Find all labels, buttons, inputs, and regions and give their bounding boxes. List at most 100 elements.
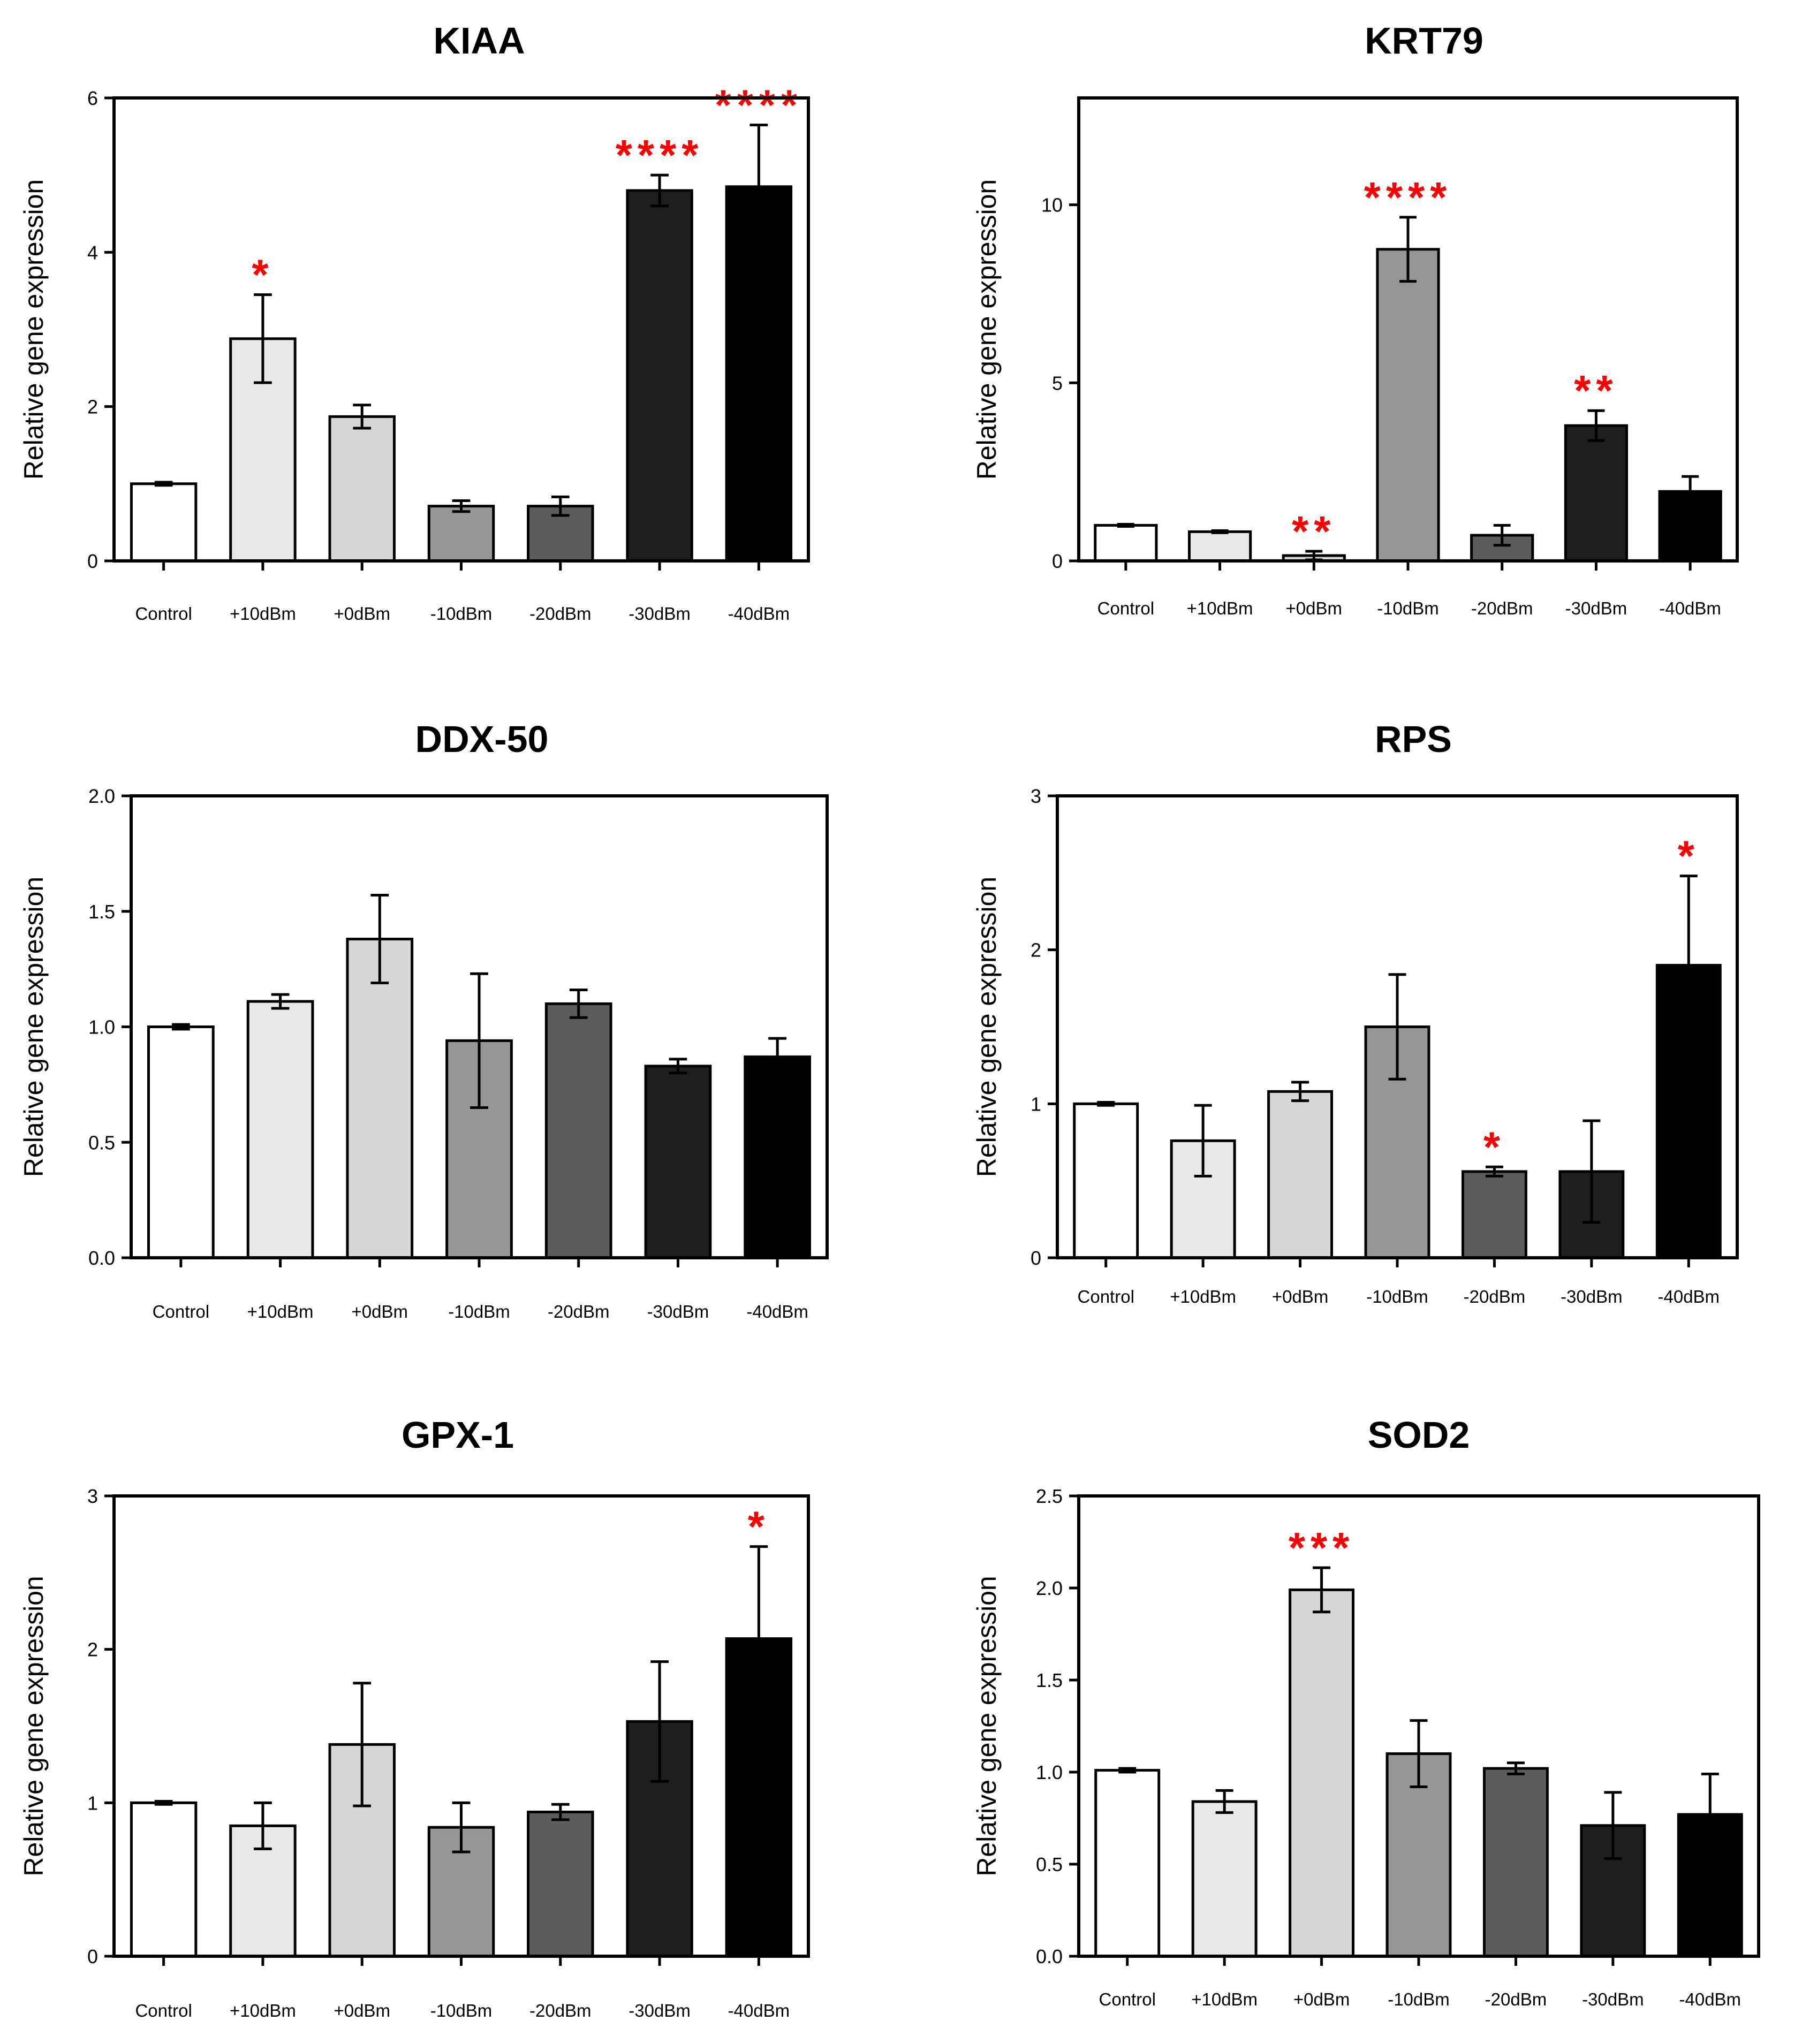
significance-marker: **** — [1364, 173, 1452, 221]
error-bar — [171, 1023, 190, 1031]
plot-frame — [1077, 1494, 1760, 1958]
error-bar — [1410, 1719, 1428, 1789]
y-tick-label: 0.5 — [88, 1131, 115, 1153]
x-tick-label: -20dBm — [548, 1302, 610, 1321]
bar — [644, 1065, 712, 1259]
error-bar — [271, 993, 290, 1010]
chart-title: GPX-1 — [402, 1414, 514, 1456]
error-bar — [1215, 1789, 1233, 1814]
bar — [427, 505, 495, 563]
x-tick-label: +10dBm — [230, 2001, 296, 2020]
error-bar — [470, 972, 488, 1110]
y-tick-label: 2 — [1031, 939, 1041, 961]
error-bar — [254, 1801, 272, 1850]
error-bar — [1388, 973, 1406, 1081]
y-tick-label: 6 — [87, 87, 98, 109]
error-bar — [768, 1037, 787, 1077]
y-axis-label: Relative gene expression — [972, 1576, 1002, 1876]
x-tick-label: -10dBm — [1377, 598, 1439, 618]
error-bar — [452, 499, 471, 513]
error-bar — [650, 173, 669, 208]
bar — [346, 938, 414, 1259]
x-tick-label: +0dBm — [1272, 1287, 1328, 1306]
x-tick-label: -10dBm — [1366, 1287, 1428, 1306]
x-tick-label: Control — [153, 1302, 209, 1321]
y-tick-label: 1 — [1031, 1093, 1041, 1115]
error-bar — [1313, 1566, 1331, 1614]
significance-marker: * — [748, 1503, 770, 1551]
bar — [527, 1811, 594, 1958]
x-tick-label: -20dBm — [1485, 1989, 1547, 2009]
x-tick-label: -30dBm — [629, 604, 691, 624]
significance-marker: ** — [1292, 507, 1336, 555]
bar — [1073, 1102, 1139, 1259]
significance-marker: * — [252, 251, 274, 299]
x-tick-label: Control — [1078, 1287, 1134, 1306]
x-tick-label: -40dBm — [1658, 1287, 1720, 1306]
chart-panel: SOD2 Relative gene expression Control +10dB… — [972, 1414, 1760, 2009]
x-tick-label: -20dBm — [1464, 1287, 1526, 1306]
error-bar — [551, 1803, 570, 1821]
bar — [544, 1002, 612, 1259]
x-tick-label: -10dBm — [448, 1302, 510, 1321]
chart-panel: RPS Relative gene expression Control +10dBm… — [972, 718, 1739, 1306]
error-bar — [353, 404, 372, 430]
y-tick-label: 10 — [1041, 194, 1063, 216]
y-tick-label: 0.0 — [1036, 1946, 1063, 1967]
bar — [1187, 530, 1252, 563]
x-tick-label: +0dBm — [352, 1302, 408, 1321]
error-bar — [1682, 475, 1699, 508]
y-tick-label: 5 — [1052, 372, 1063, 394]
significance-marker: **** — [715, 81, 803, 128]
x-tick-label: -20dBm — [529, 604, 592, 624]
bar — [1461, 1170, 1527, 1259]
y-tick-label: 1.0 — [1036, 1761, 1063, 1783]
x-tick-label: -40dBm — [746, 1302, 808, 1321]
chart-panel: KIAA Relative gene expression Control * +10d… — [19, 20, 810, 624]
bar — [328, 415, 396, 563]
error-bar — [1506, 1761, 1525, 1775]
error-bar — [1097, 1100, 1115, 1107]
y-axis-label: Relative gene expression — [972, 179, 1002, 480]
x-tick-label: Control — [1099, 1989, 1156, 2009]
error-bar — [353, 1682, 372, 1807]
y-tick-label: 1 — [87, 1792, 98, 1814]
error-bar — [1604, 1791, 1622, 1860]
bar — [1482, 1767, 1549, 1958]
y-tick-label: 1.0 — [88, 1016, 115, 1038]
error-bar — [749, 1545, 768, 1733]
x-tick-label: -10dBm — [1388, 1989, 1450, 2009]
error-bar — [1118, 1767, 1137, 1774]
x-tick-label: Control — [135, 604, 192, 624]
y-tick-label: 0 — [87, 550, 98, 572]
x-tick-label: -10dBm — [430, 2001, 493, 2020]
error-bar — [1194, 1104, 1212, 1178]
error-bar — [551, 495, 570, 517]
y-tick-label: 0 — [1052, 550, 1063, 572]
y-tick-label: 1.5 — [1036, 1669, 1063, 1691]
y-axis-label: Relative gene expression — [19, 179, 49, 480]
error-bar — [1399, 216, 1417, 283]
y-tick-label: 2 — [87, 396, 98, 418]
x-tick-label: -10dBm — [430, 604, 493, 624]
y-tick-label: 0 — [1031, 1247, 1041, 1269]
significance-marker: **** — [616, 131, 704, 179]
y-tick-label: 2.0 — [88, 785, 115, 807]
x-tick-label: -40dBm — [1659, 598, 1721, 618]
error-bar — [1493, 523, 1511, 547]
error-bar — [1587, 409, 1605, 442]
chart-panel: GPX-1 Relative gene expression Control +10d… — [19, 1414, 810, 2020]
y-tick-label: 0 — [87, 1946, 98, 1967]
error-bar — [669, 1058, 687, 1075]
x-tick-label: Control — [1097, 598, 1154, 618]
x-tick-label: -30dBm — [629, 2001, 691, 2020]
x-tick-label: +10dBm — [1191, 1989, 1258, 2009]
bar — [1289, 1588, 1355, 1958]
significance-marker: * — [1483, 1123, 1505, 1171]
error-bar — [1291, 1081, 1309, 1103]
error-bar — [1485, 1165, 1503, 1178]
y-tick-label: 4 — [87, 241, 98, 263]
significance-marker: *** — [1289, 1524, 1354, 1571]
x-tick-label: +10dBm — [230, 604, 296, 624]
